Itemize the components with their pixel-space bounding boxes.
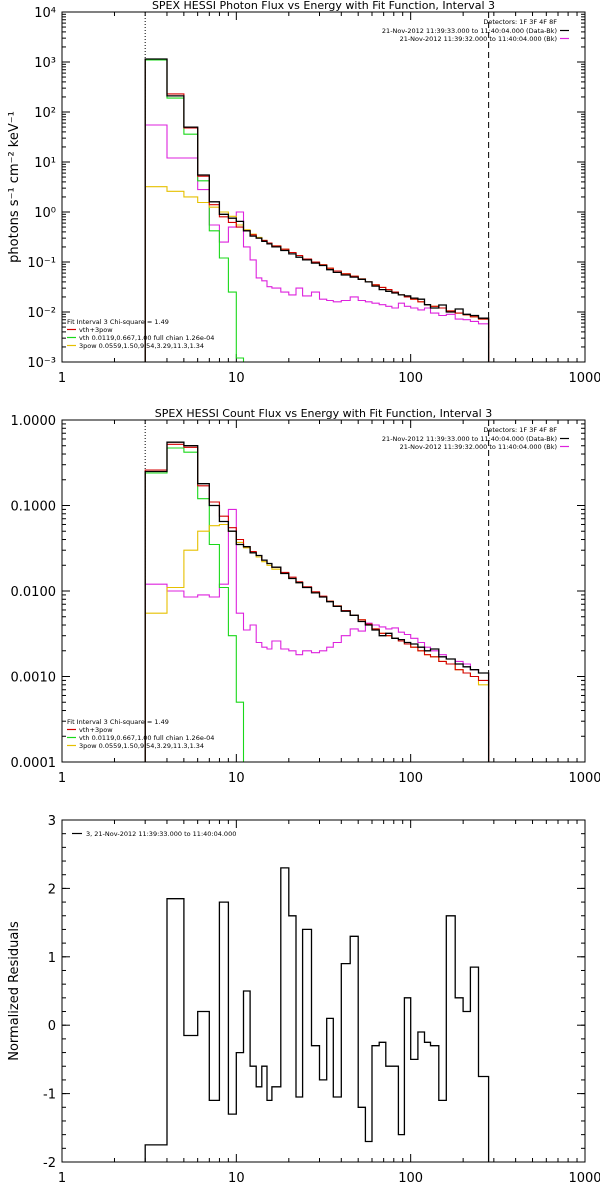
y-tick-label: 10⁻² xyxy=(27,306,56,321)
y-tick-label: 10¹ xyxy=(34,156,56,171)
series-total xyxy=(144,443,490,762)
series-background xyxy=(144,508,490,762)
legend-header: Detectors: 1F 3F 4F 8F xyxy=(483,426,557,434)
series-background xyxy=(144,124,490,362)
x-tick-label: 100 xyxy=(398,371,423,386)
y-tick-label: 10⁻³ xyxy=(27,356,56,371)
x-tick-label: 10 xyxy=(228,1171,245,1186)
chart-panel-3: 1 10 100 1000 -2 -1 0 1 2 3 Normalized Residuals 3,… xyxy=(7,814,600,1186)
plot-area xyxy=(144,867,490,1162)
series-data xyxy=(144,58,490,362)
fit-legend-header: Fit Interval 3 Chi-square = 1.49 xyxy=(67,318,169,326)
y-tick-label: 1 xyxy=(48,951,56,966)
x-tick-label: 1000 xyxy=(568,371,600,386)
y-tick-label: 10⁰ xyxy=(34,206,56,221)
y-tick-label: 0.1000 xyxy=(11,500,57,515)
legend-entry-label: 21-Nov-2012 11:39:32.000 to 11:40:04.000… xyxy=(400,35,557,43)
legend-entry-label: 21-Nov-2012 11:39:32.000 to 11:40:04.000… xyxy=(400,443,557,451)
series-thermal xyxy=(144,59,245,362)
y-tick-label: 10⁴ xyxy=(34,6,56,21)
y-tick-label: 10² xyxy=(34,106,56,121)
fit-legend-label: vth 0.0119,0.667,1.00 full chian 1.26e-0… xyxy=(79,734,214,742)
fit-legend-label: 3pow 0.0559,1.50,9.54,3.29,11.3,1.34 xyxy=(79,742,204,750)
legend-entry-label: 21-Nov-2012 11:39:33.000 to 11:40:04.000… xyxy=(382,435,557,443)
x-tick-label: 1 xyxy=(58,1171,66,1186)
legend-entry-label: 21-Nov-2012 11:39:33.000 to 11:40:04.000… xyxy=(382,27,557,35)
chart-title: SPEX HESSI Count Flux vs Energy with Fit… xyxy=(155,407,492,420)
y-tick-label: 0.0001 xyxy=(11,756,57,771)
x-tick-label: 10 xyxy=(228,371,245,386)
chart-title: SPEX HESSI Photon Flux vs Energy with Fi… xyxy=(152,0,495,12)
y-axis-label: photons s⁻¹ cm⁻² keV⁻¹ xyxy=(7,111,22,263)
fit-legend-label: vth 0.0119,0.667,1.00 full chian 1.26e-0… xyxy=(79,334,214,342)
chart-panel-1: SPEX HESSI Photon Flux vs Energy with Fi… xyxy=(7,0,600,386)
plot-frame xyxy=(61,419,586,763)
y-tick-label: 3 xyxy=(48,814,56,829)
plot-frame xyxy=(61,11,586,363)
y-tick-label: -1 xyxy=(43,1088,56,1103)
y-tick-label: 10³ xyxy=(34,56,56,71)
fit-legend-label: 3pow 0.0559,1.50,9.54,3.29,11.3,1.34 xyxy=(79,342,204,350)
x-tick-label: 1 xyxy=(58,771,66,786)
plot-area xyxy=(144,420,490,762)
series-thermal xyxy=(144,447,251,762)
y-axis-label: Normalized Residuals xyxy=(7,921,22,1061)
fit-legend-header: Fit Interval 3 Chi-square = 1.49 xyxy=(67,718,169,726)
x-tick-label: 100 xyxy=(398,1171,423,1186)
series-residual xyxy=(144,867,490,1162)
y-tick-label: -2 xyxy=(43,1156,56,1171)
y-tick-label: 0.0010 xyxy=(11,671,57,686)
fit-legend-label: vth+3pow xyxy=(79,326,113,334)
y-tick-label: 1.0000 xyxy=(11,414,57,429)
x-tick-label: 1000 xyxy=(568,1171,600,1186)
x-tick-label: 10 xyxy=(228,771,245,786)
y-tick-label: 10⁻¹ xyxy=(27,256,56,271)
series-powerlaw xyxy=(144,523,490,762)
residual-legend-label: 3, 21-Nov-2012 11:39:33.000 to 11:40:04.… xyxy=(86,830,236,838)
y-tick-label: 2 xyxy=(48,882,56,897)
plot-area xyxy=(144,12,490,362)
x-tick-label: 1000 xyxy=(568,771,600,786)
legend-header: Detectors: 1F 3F 4F 8F xyxy=(483,18,557,26)
x-tick-label: 1 xyxy=(58,371,66,386)
fit-legend-label: vth+3pow xyxy=(79,726,113,734)
series-data xyxy=(144,441,490,762)
plot-frame xyxy=(61,819,586,1163)
chart-panel-2: SPEX HESSI Count Flux vs Energy with Fit… xyxy=(11,407,600,786)
y-tick-label: 0 xyxy=(48,1019,56,1034)
y-tick-label: 0.0100 xyxy=(11,585,57,600)
x-tick-label: 100 xyxy=(398,771,423,786)
series-total xyxy=(144,58,490,362)
